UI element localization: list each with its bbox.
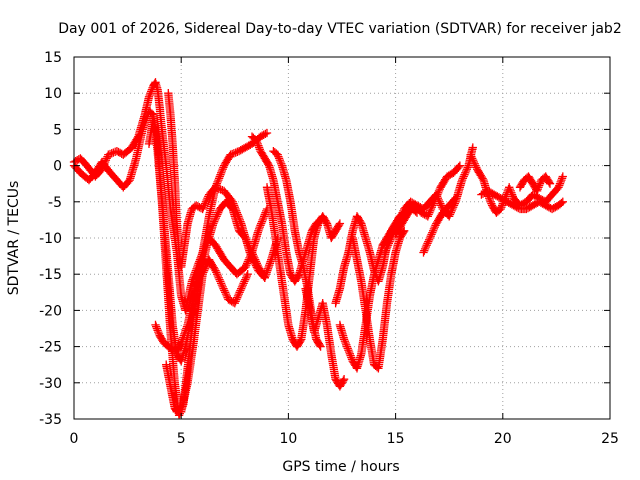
series-9: [247, 132, 325, 286]
y-tick-label: -25: [39, 340, 62, 356]
x-tick-labels: 0 5 10 15 20 25: [70, 431, 619, 447]
data-point-markers: [348, 226, 409, 373]
x-tick-label: 20: [494, 431, 512, 447]
y-tick-label: 10: [44, 86, 62, 102]
y-tick-label: -35: [39, 412, 62, 428]
x-tick-label: 25: [601, 431, 619, 447]
series-6: [144, 114, 194, 366]
series-4: [162, 255, 252, 416]
y-tick-label: 0: [53, 159, 62, 175]
y-tick-label: -15: [39, 267, 62, 283]
data-point-markers: [164, 89, 282, 282]
series-15: [391, 161, 465, 239]
data-point-markers: [247, 132, 325, 286]
data-point-markers: [515, 172, 555, 196]
x-tick-label: 10: [279, 431, 297, 447]
y-tick-label: -20: [39, 303, 62, 319]
data-point-markers: [391, 161, 465, 239]
x-tick-label: 15: [387, 431, 405, 447]
data-point-markers: [144, 114, 194, 366]
data-point-markers: [162, 255, 252, 416]
series-5: [164, 89, 282, 282]
data-point-markers: [419, 194, 460, 257]
y-tick-labels: 15 10 5 0 -5 -10 -15 -20 -25 -30 -35: [39, 50, 62, 428]
series-10: [301, 284, 349, 391]
y-tick-label: -5: [48, 195, 62, 211]
series-18: [477, 186, 567, 214]
axis-ticks: [73, 56, 611, 420]
data-point-markers: [477, 186, 567, 214]
series-19: [515, 172, 555, 196]
data-point-markers: [301, 284, 349, 391]
series-16: [419, 194, 460, 257]
chart-title: Day 001 of 2026, Sidereal Day-to-day VTE…: [58, 21, 621, 37]
y-axis-label: SDTVAR / TECUs: [6, 181, 22, 296]
y-tick-label: -30: [39, 376, 62, 392]
y-tick-label: 5: [53, 122, 62, 138]
x-tick-label: 5: [177, 431, 186, 447]
data-point-markers: [262, 183, 345, 351]
y-tick-label: 15: [44, 50, 62, 66]
x-axis-label: GPS time / hours: [282, 459, 399, 475]
y-tick-label: -10: [39, 231, 62, 247]
data-points: [69, 78, 567, 420]
x-tick-label: 0: [70, 431, 79, 447]
series-8: [262, 183, 345, 351]
grid-lines: [74, 57, 610, 419]
series-13: [348, 226, 409, 373]
